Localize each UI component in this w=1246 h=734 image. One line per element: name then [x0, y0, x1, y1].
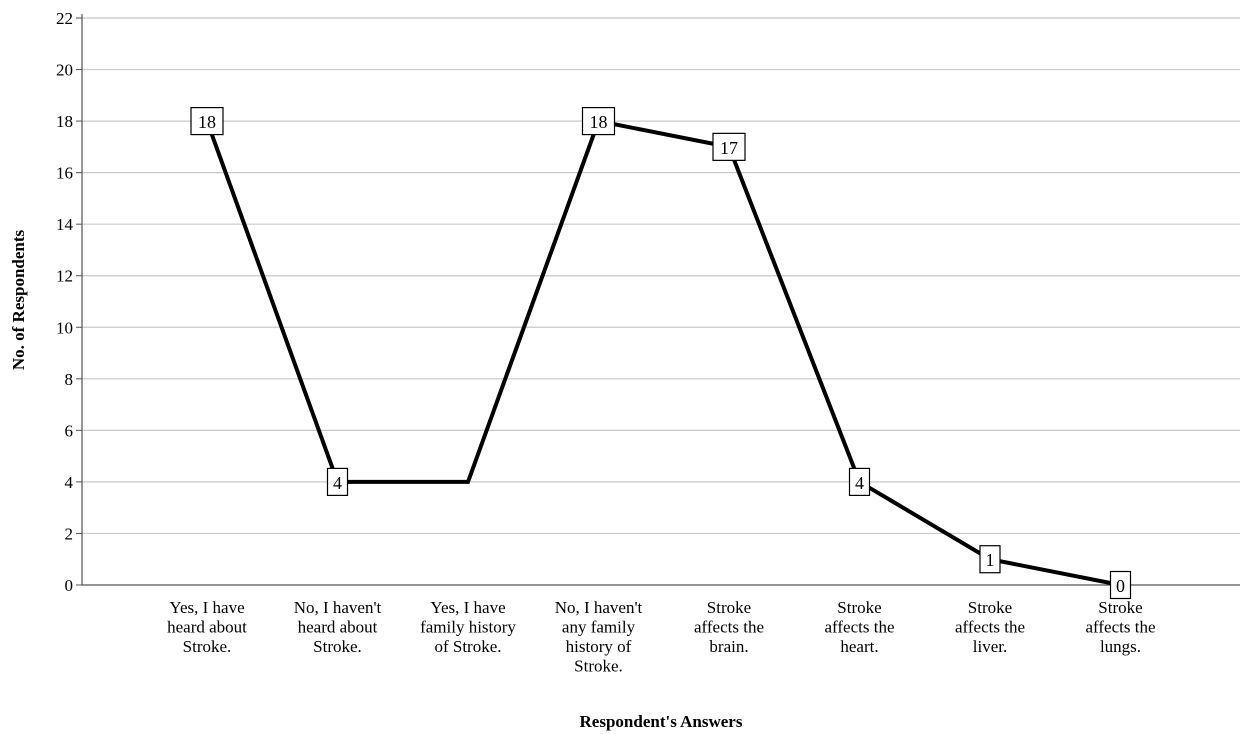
data-label-box [326, 467, 349, 497]
data-label-text: 18 [590, 112, 608, 132]
x-category-label: Stroke affects the lungs. [1085, 598, 1155, 656]
x-category-label: Yes, I have heard about Stroke. [167, 598, 247, 656]
y-tick-label: 12 [56, 267, 73, 286]
data-label: 17 [712, 132, 746, 161]
data-label-text: 4 [333, 473, 342, 493]
data-label-box [979, 545, 1001, 574]
y-tick-label: 18 [56, 112, 73, 131]
x-category-labels: Yes, I have heard about Stroke. No, I haven… [167, 598, 1155, 676]
y-tick-label: 10 [56, 318, 73, 337]
y-tick-label: 2 [65, 524, 74, 543]
data-label-text: 4 [855, 473, 864, 493]
y-tick-label: 0 [65, 576, 74, 595]
x-category-label: No, I haven't any family history of Stroke. [555, 598, 643, 676]
x-category-label: No, I haven't heard about Stroke. [294, 598, 382, 656]
y-axis-title: No. of Respondents [9, 229, 28, 370]
data-label-box [1109, 570, 1132, 600]
data-label-text: 1 [986, 550, 995, 570]
x-category-label: Stroke affects the liver. [955, 598, 1025, 656]
y-tick-label: 4 [65, 473, 74, 492]
data-label: 18 [190, 106, 224, 136]
data-label: 4 [326, 467, 349, 497]
series-line [205, 118, 1121, 587]
data-label-box [581, 106, 616, 136]
data-label-box [190, 106, 224, 136]
data-label-box [848, 467, 871, 497]
y-tick-label: 14 [56, 215, 74, 234]
y-tick-label: 6 [65, 421, 74, 440]
data-label: 18 [581, 106, 616, 136]
y-tick-label: 20 [56, 61, 73, 80]
grid-lines [82, 17, 1240, 535]
x-category-label: Stroke affects the brain. [694, 598, 764, 656]
data-label-text: 17 [720, 138, 738, 158]
data-label: 1 [979, 545, 1001, 574]
x-axis-title: Respondent's Answers [580, 712, 743, 731]
y-tick-label: 22 [56, 9, 73, 28]
x-category-label: Stroke affects the heart. [824, 598, 894, 656]
data-label-text: 18 [198, 112, 216, 132]
y-tick-label: 16 [56, 164, 73, 183]
axes [76, 14, 1240, 586]
series-line-path [205, 118, 1121, 587]
x-category-label: Yes, I have family history of Stroke. [420, 598, 516, 656]
y-tick-label: 8 [65, 370, 74, 389]
y-tick-labels: 0 2 4 6 8 10 12 14 16 18 20 22 [56, 9, 74, 595]
data-labels: 18 4 18 17 4 1 0 [190, 106, 1132, 600]
data-label-text: 0 [1116, 576, 1125, 596]
data-label: 4 [848, 467, 871, 497]
data-label-box [712, 132, 746, 161]
data-label: 0 [1109, 570, 1132, 600]
